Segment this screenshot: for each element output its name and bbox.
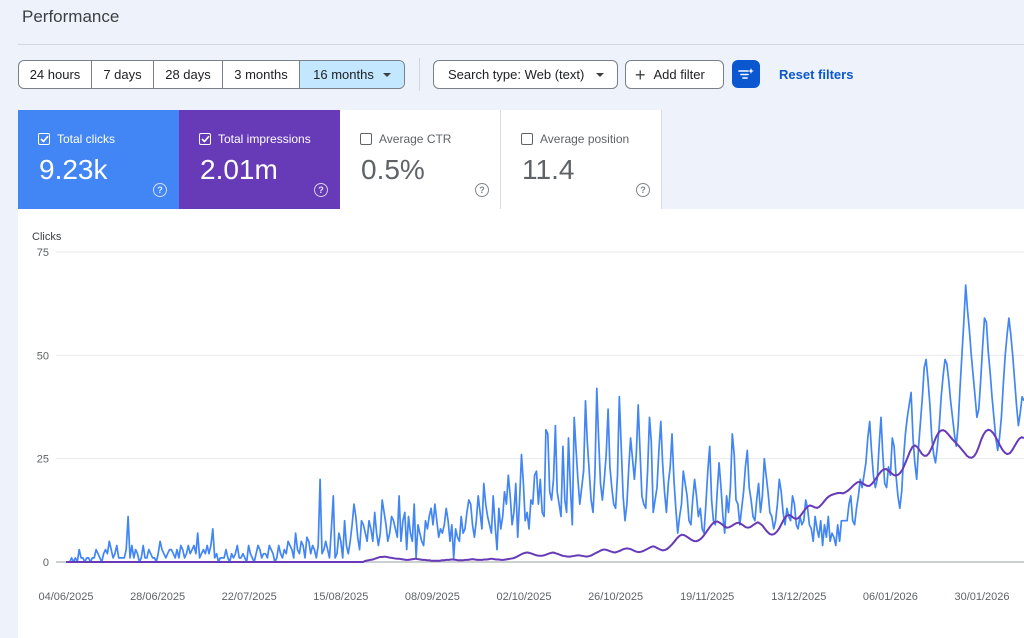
metric-card-total-clicks[interactable]: Total clicks 9.23k ? xyxy=(18,110,179,209)
checkbox-checked-icon[interactable] xyxy=(38,133,50,145)
date-range-selector: 24 hours 7 days 28 days 3 months 16 mont… xyxy=(18,60,405,89)
add-filter-button[interactable]: + Add filter xyxy=(625,60,724,89)
range-label: 16 months xyxy=(313,67,374,82)
range-label: 28 days xyxy=(165,67,211,82)
help-icon[interactable]: ? xyxy=(636,183,650,197)
range-3-months[interactable]: 3 months xyxy=(223,61,300,88)
y-tick-label: 50 xyxy=(37,350,49,362)
range-label: 24 hours xyxy=(29,67,81,82)
series-line-impressions xyxy=(66,428,1024,563)
series-line-clicks xyxy=(66,284,1024,563)
metric-card-average-position[interactable]: Average position 11.4 ? xyxy=(501,110,662,209)
range-label: 3 months xyxy=(234,67,288,82)
add-filter-label: Add filter xyxy=(653,67,705,82)
metric-card-total-impressions[interactable]: Total impressions 2.01m ? xyxy=(179,110,340,209)
range-28-days[interactable]: 28 days xyxy=(154,61,223,88)
help-icon[interactable]: ? xyxy=(475,183,489,197)
checkbox-unchecked-icon[interactable] xyxy=(521,133,533,145)
x-tick-label: 08/09/2025 xyxy=(405,591,460,603)
reset-filters-link[interactable]: Reset filters xyxy=(779,67,854,82)
metric-card-average-ctr[interactable]: Average CTR 0.5% ? xyxy=(340,110,501,209)
filter-settings-button[interactable] xyxy=(732,60,760,88)
checkbox-unchecked-icon[interactable] xyxy=(360,133,372,145)
range-7-days[interactable]: 7 days xyxy=(92,61,154,88)
x-tick-label: 22/07/2025 xyxy=(222,591,277,603)
chevron-down-icon xyxy=(382,72,391,77)
performance-chart: Clicks 0 25 50 75 04/06/2025 28/06/2025 22/07/2… xyxy=(18,209,1024,638)
page-title: Performance xyxy=(22,7,120,26)
metric-value: 0.5% xyxy=(361,154,425,185)
y-tick-label: 25 xyxy=(37,454,49,466)
x-tick-label: 28/06/2025 xyxy=(130,591,185,603)
help-icon[interactable]: ? xyxy=(153,183,167,197)
metric-cards: Total clicks 9.23k ? Total impressions 2… xyxy=(18,110,662,209)
x-tick-label: 15/08/2025 xyxy=(313,591,368,603)
x-tick-label: 02/10/2025 xyxy=(496,591,551,603)
plus-icon: + xyxy=(635,64,646,85)
range-24-hours[interactable]: 24 hours xyxy=(19,61,92,88)
y-tick-label: 75 xyxy=(37,247,49,259)
x-tick-label: 26/10/2025 xyxy=(588,591,643,603)
help-icon[interactable]: ? xyxy=(314,183,328,197)
metric-label: Average CTR xyxy=(379,132,452,146)
metric-value: 2.01m xyxy=(200,154,278,185)
search-type-dropdown[interactable]: Search type: Web (text) xyxy=(433,60,618,89)
range-label: 7 days xyxy=(103,67,142,82)
x-tick-label: 04/06/2025 xyxy=(38,591,93,603)
metric-value: 11.4 xyxy=(522,154,575,185)
filter-sparkle-icon xyxy=(738,68,754,79)
metric-label: Average position xyxy=(540,132,630,146)
x-tick-label: 06/01/2026 xyxy=(863,591,918,603)
chevron-down-icon xyxy=(596,72,605,77)
range-16-months[interactable]: 16 months xyxy=(300,61,404,88)
chart-svg: Clicks 0 25 50 75 04/06/2025 28/06/2025 22/07/2… xyxy=(32,231,1024,603)
y-axis-label: Clicks xyxy=(32,231,62,243)
toolbar-separator xyxy=(419,58,420,91)
header-divider xyxy=(18,44,1024,45)
x-tick-label: 30/01/2026 xyxy=(954,591,1009,603)
metric-label: Total impressions xyxy=(218,132,311,146)
x-tick-label: 19/11/2025 xyxy=(680,591,734,603)
metric-label: Total clicks xyxy=(57,132,116,146)
metric-value: 9.23k xyxy=(39,154,108,185)
x-tick-label: 13/12/2025 xyxy=(771,591,826,603)
search-type-label: Search type: Web (text) xyxy=(448,67,585,82)
checkbox-checked-icon[interactable] xyxy=(199,133,211,145)
y-tick-label: 0 xyxy=(43,557,49,569)
